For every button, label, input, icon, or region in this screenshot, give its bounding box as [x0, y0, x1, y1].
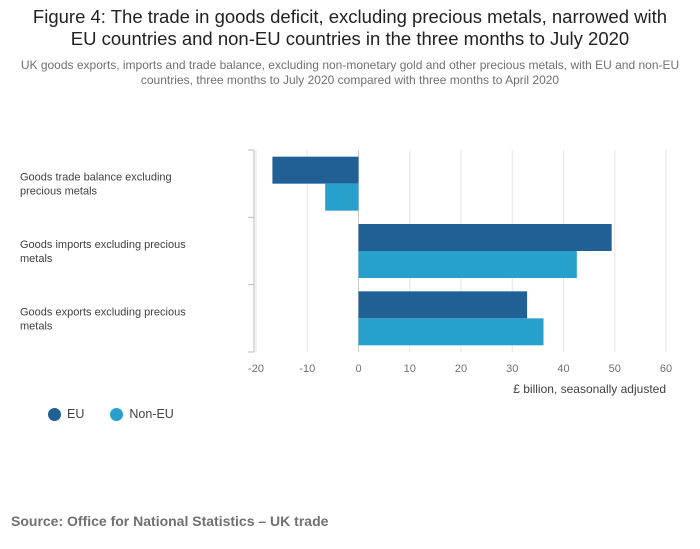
- legend-swatch-eu: [48, 407, 61, 421]
- category-label: Goods exports excluding precious metals: [20, 306, 186, 332]
- x-tick-label: -10: [299, 363, 315, 375]
- x-tick-label: 0: [355, 363, 361, 375]
- category-label: Goods trade balance excluding precious me…: [20, 172, 172, 198]
- legend: EU Non-EU: [48, 407, 200, 421]
- bar-non-eu: [325, 183, 359, 211]
- bar-eu: [358, 224, 612, 251]
- x-axis-label: £ billion, seasonally adjusted: [513, 382, 666, 396]
- x-tick-label: 10: [404, 363, 416, 375]
- x-tick-label: 40: [557, 363, 569, 375]
- x-tick-label: 20: [455, 363, 467, 375]
- source-note: Source: Office for National Statistics –…: [11, 513, 329, 529]
- bar-eu: [358, 291, 528, 319]
- bar-non-eu: [358, 251, 577, 278]
- chart-title: Figure 4: The trade in goods deficit, ex…: [32, 6, 668, 49]
- bar-eu: [272, 156, 359, 184]
- legend-label-non-eu: Non-EU: [129, 407, 174, 421]
- category-label: Goods imports excluding precious metals: [20, 239, 186, 265]
- x-tick-label: -20: [248, 363, 264, 375]
- legend-swatch-non-eu: [110, 407, 124, 421]
- x-tick-label: 30: [506, 363, 518, 375]
- bar-non-eu: [358, 318, 544, 346]
- legend-label-eu: EU: [67, 407, 85, 421]
- x-tick-label: 60: [660, 363, 672, 375]
- x-tick-label: 50: [609, 363, 621, 375]
- chart-subtitle: UK goods exports, imports and trade bala…: [20, 58, 680, 87]
- legend-item-eu: EU: [48, 407, 84, 421]
- legend-item-non-eu: Non-EU: [110, 407, 174, 421]
